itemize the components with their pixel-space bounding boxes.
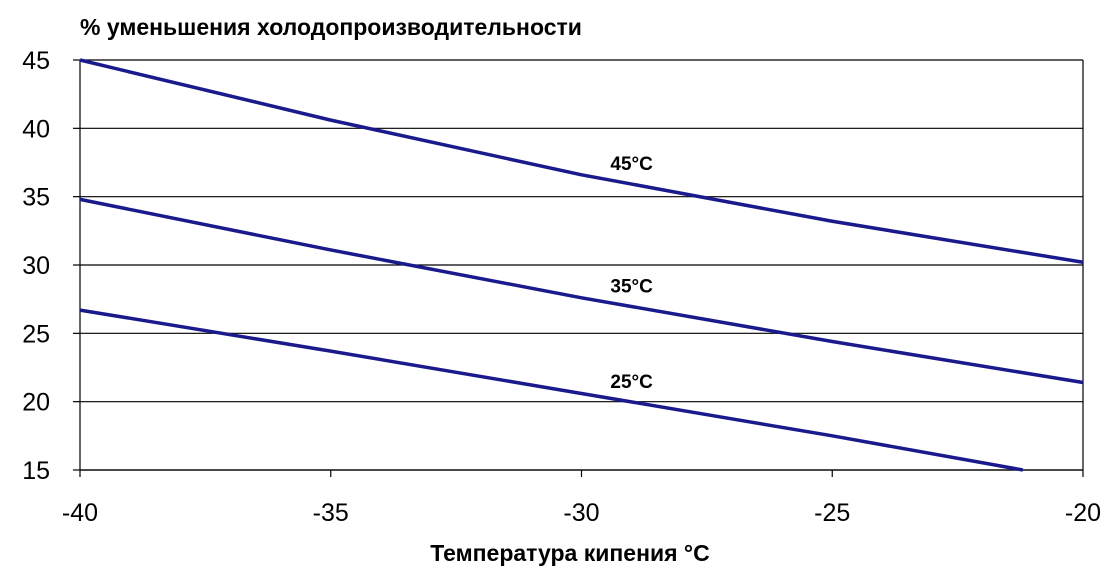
y-tick-label-2: 25 bbox=[22, 320, 50, 348]
y-axis-title: % уменьшения холодопроизводительности bbox=[80, 14, 582, 40]
y-tick-label-1: 20 bbox=[22, 389, 50, 417]
y-tick-label-5: 40 bbox=[22, 115, 50, 143]
x-tick-label-1: -35 bbox=[313, 499, 349, 527]
x-tick-label-0: -40 bbox=[62, 499, 98, 527]
x-tick-labels: -40 -35 -30 -25 -20 bbox=[62, 470, 1101, 527]
series-labels: 45°C 35°C 25°C bbox=[610, 154, 653, 393]
y-tick-label-3: 30 bbox=[22, 252, 50, 280]
x-tick-label-3: -25 bbox=[814, 499, 850, 527]
series-label-1: 35°C bbox=[610, 277, 653, 298]
series-label-2: 25°C bbox=[610, 372, 653, 393]
series-lines bbox=[79, 58, 1084, 472]
x-axis-title: Температура кипения °C bbox=[430, 540, 709, 566]
x-tick-label-4: -20 bbox=[1065, 499, 1101, 527]
gridlines bbox=[80, 59, 1083, 471]
series-line-2 bbox=[79, 308, 1024, 472]
series-label-0: 45°C bbox=[610, 154, 653, 175]
y-tick-label-6: 45 bbox=[22, 47, 50, 75]
series-line-0 bbox=[79, 58, 1084, 264]
y-tick-label-0: 15 bbox=[22, 457, 50, 485]
y-tick-labels: 15 20 25 30 35 40 45 bbox=[22, 47, 80, 485]
x-tick-label-2: -30 bbox=[563, 499, 599, 527]
series-line-1 bbox=[79, 197, 1084, 385]
y-tick-label-4: 35 bbox=[22, 184, 50, 212]
